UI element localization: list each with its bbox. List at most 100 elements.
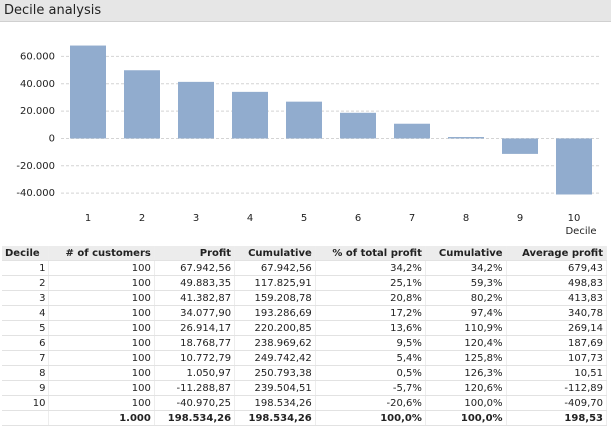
table-cell: 8	[2, 365, 50, 381]
table-cell: 13,6%	[315, 320, 426, 336]
bar	[556, 138, 592, 195]
x-axis-label: Decile	[565, 226, 596, 237]
table-cell: 100	[48, 365, 155, 381]
table-cell: 187,69	[506, 335, 608, 351]
table-cell: 10	[2, 395, 50, 411]
x-tick-label: 6	[355, 213, 361, 224]
table-cell: 59,3%	[425, 275, 507, 291]
table-row: 4 100 34.077,90 193.286,69 17,2% 97,4% 340,78	[2, 305, 608, 321]
table-row: 6 100 18.768,77 238.969,62 9,5% 120,4% 187,69	[2, 335, 608, 351]
table-cell	[2, 410, 50, 426]
table-cell: 100	[48, 260, 155, 276]
table-cell: 4	[2, 305, 50, 321]
table-cell: 5	[2, 320, 50, 336]
table-cell: -40.970,25	[154, 395, 236, 411]
table-cell: 67.942,56	[154, 260, 236, 276]
x-tick-label: 7	[409, 213, 415, 224]
panel-title: Decile analysis	[0, 0, 611, 22]
table-cell: -20,6%	[315, 395, 426, 411]
table-cell: 18.768,77	[154, 335, 236, 351]
column-header: % of total profit	[315, 246, 426, 261]
table-cell: 100	[48, 275, 155, 291]
table-cell: 1	[2, 260, 50, 276]
bar	[124, 70, 160, 139]
table-cell: 250.793,38	[234, 365, 316, 381]
table-row: 2 100 49.883,35 117.825,91 25,1% 59,3% 498,83	[2, 275, 608, 291]
table-cell: -112,89	[506, 380, 608, 396]
table-cell: -11.288,87	[154, 380, 236, 396]
table-cell: 159.208,78	[234, 290, 316, 306]
bar	[502, 138, 538, 154]
table-cell: 100	[48, 350, 155, 366]
y-tick-label: 0	[49, 133, 55, 144]
table-cell: 239.504,51	[234, 380, 316, 396]
total-cell: 100,0%	[315, 410, 426, 426]
bar	[178, 81, 214, 139]
table-cell: 193.286,69	[234, 305, 316, 321]
table-cell: 1.050,97	[154, 365, 236, 381]
bar	[394, 123, 430, 139]
table-cell: 10.772,79	[154, 350, 236, 366]
table-cell: 49.883,35	[154, 275, 236, 291]
y-tick-label: -40.000	[16, 188, 55, 199]
table-cell: -409,70	[506, 395, 608, 411]
table-cell: 97,4%	[425, 305, 507, 321]
bar	[232, 91, 268, 139]
table-cell: 34,2%	[425, 260, 507, 276]
table-cell: 100	[48, 335, 155, 351]
column-header: Decile	[2, 246, 50, 261]
chart: -40.000 -20.000 0 20.000 40.000 60.000 1 2 3 4 5 6 7…	[16, 45, 601, 237]
table-row: 9 100 -11.288,87 239.504,51 -5,7% 120,6% -112,…	[2, 380, 608, 396]
table-cell: 498,83	[506, 275, 608, 291]
table-cell: 17,2%	[315, 305, 426, 321]
total-cell: 100,0%	[425, 410, 507, 426]
table-cell: 100	[48, 395, 155, 411]
table-cell: 41.382,87	[154, 290, 236, 306]
x-tick-label: 1	[85, 213, 91, 224]
table-cell: 67.942,56	[234, 260, 316, 276]
x-tick-label: 9	[517, 213, 523, 224]
table-cell: 25,1%	[315, 275, 426, 291]
y-tick-label: 60.000	[20, 51, 55, 62]
table-cell: 220.200,85	[234, 320, 316, 336]
table-cell: 120,6%	[425, 380, 507, 396]
header-row: Decile # of customers Profit Cumulative% of…	[2, 246, 608, 261]
table-cell: 238.969,62	[234, 335, 316, 351]
y-tick-label: 40.000	[20, 79, 55, 90]
table-cell: 9	[2, 380, 50, 396]
x-tick-label: 2	[139, 213, 145, 224]
table-cell: 26.914,17	[154, 320, 236, 336]
total-cell: 1.000	[48, 410, 155, 426]
table-cell: 125,8%	[425, 350, 507, 366]
column-header: Average profit	[506, 246, 608, 261]
table-row: 7 100 10.772,79 249.742,42 5,4% 125,8% 107,73	[2, 350, 608, 366]
table-cell: 198.534,26	[234, 395, 316, 411]
x-tick-label: 5	[301, 213, 307, 224]
table-cell: 20,8%	[315, 290, 426, 306]
y-tick-label: -20.000	[16, 161, 55, 172]
table-cell: 0,5%	[315, 365, 426, 381]
bar	[286, 101, 322, 139]
table-cell: 100	[48, 290, 155, 306]
table-cell: 110,9%	[425, 320, 507, 336]
table-cell: 34,2%	[315, 260, 426, 276]
table-cell: 100	[48, 305, 155, 321]
table-cell: 5,4%	[315, 350, 426, 366]
table-cell: 34.077,90	[154, 305, 236, 321]
table-row: 3 100 41.382,87 159.208,78 20,8% 80,2% 413,83	[2, 290, 608, 306]
table-cell: 107,73	[506, 350, 608, 366]
table-row: 1 100 67.942,56 67.942,56 34,2% 34,2% 679,43	[2, 260, 608, 276]
table-cell: 100	[48, 320, 155, 336]
column-header: # of customers	[48, 246, 155, 261]
data-table: Decile # of customers Profit Cumulative% of…	[2, 246, 608, 426]
table-cell: 6	[2, 335, 50, 351]
table-cell: 7	[2, 350, 50, 366]
table-cell: 413,83	[506, 290, 608, 306]
table-cell: 9,5%	[315, 335, 426, 351]
table-row: 10 100 -40.970,25 198.534,26 -20,6% 100,0% -40…	[2, 395, 608, 411]
x-tick-label: 4	[247, 213, 253, 224]
table-cell: 2	[2, 275, 50, 291]
column-header: Cumulative	[234, 246, 316, 261]
table-cell: 340,78	[506, 305, 608, 321]
table-row: 8 100 1.050,97 250.793,38 0,5% 126,3% 10,51	[2, 365, 608, 381]
